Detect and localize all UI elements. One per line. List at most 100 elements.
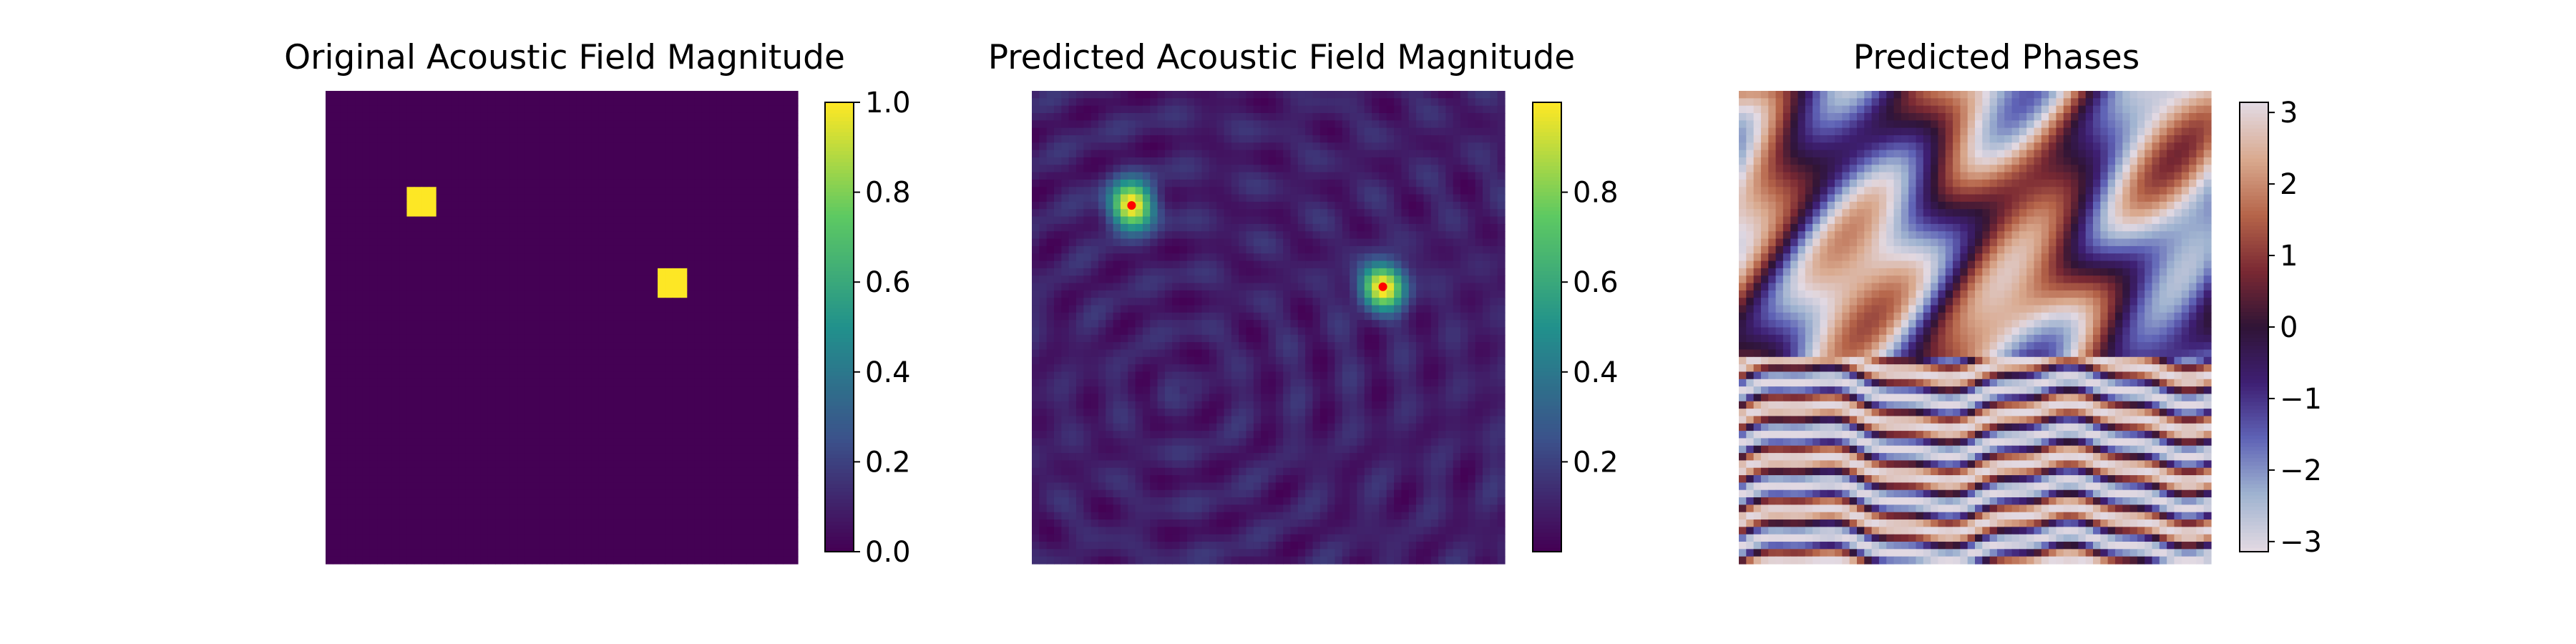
- heatmap-cell: [451, 142, 459, 151]
- heatmap-cell: [1172, 127, 1181, 136]
- heatmap-cell: [1179, 142, 1188, 151]
- heatmap-cell: [635, 556, 644, 565]
- heatmap-cell: [569, 135, 577, 143]
- heatmap-cell: [436, 165, 444, 173]
- heatmap-cell: [635, 445, 644, 454]
- heatmap-cell: [694, 305, 703, 313]
- heatmap-cell: [458, 201, 467, 210]
- heatmap-cell: [554, 460, 562, 469]
- heatmap-cell: [399, 312, 408, 321]
- heatmap-cell: [598, 334, 607, 343]
- heatmap-cell: [421, 371, 429, 380]
- heatmap-cell: [680, 416, 688, 424]
- heatmap-cell: [326, 223, 333, 232]
- heatmap-cell: [1164, 165, 1173, 173]
- heatmap-cell: [391, 534, 400, 542]
- heatmap-cell: [665, 534, 673, 542]
- heatmap-cell: [746, 497, 754, 505]
- heatmap-cell: [347, 349, 356, 358]
- heatmap-cell: [333, 327, 341, 336]
- heatmap-cell: [369, 386, 378, 395]
- heatmap-cell: [643, 260, 651, 269]
- heatmap-cell: [1172, 142, 1181, 151]
- heatmap-cell: [576, 379, 585, 387]
- heatmap-cell: [1231, 91, 1239, 99]
- heatmap-cell: [591, 512, 600, 520]
- heatmap-cell: [1350, 150, 1358, 158]
- heatmap-cell: [1068, 98, 1077, 107]
- heatmap-cell: [628, 386, 636, 395]
- heatmap-cell: [1231, 127, 1239, 136]
- heatmap-cell: [451, 386, 459, 395]
- heatmap-cell: [326, 245, 333, 254]
- heatmap-cell: [598, 172, 607, 180]
- heatmap-cell: [768, 349, 776, 358]
- heatmap-cell: [562, 475, 570, 483]
- heatmap-cell: [540, 201, 547, 210]
- heatmap-cell: [391, 209, 400, 218]
- heatmap-cell: [480, 112, 489, 121]
- heatmap-cell: [377, 275, 386, 284]
- heatmap-cell: [487, 179, 496, 187]
- heatmap-cell: [613, 298, 622, 306]
- colorbar-segment: [825, 113, 854, 118]
- heatmap-cell: [701, 431, 710, 439]
- colorbar-segment: [825, 207, 854, 212]
- heatmap-cell: [583, 409, 592, 417]
- heatmap-cell: [1275, 98, 1284, 107]
- heatmap-cell: [605, 298, 614, 306]
- heatmap-cell: [436, 283, 444, 291]
- heatmap-cell: [790, 453, 799, 462]
- heatmap-cell: [532, 179, 540, 187]
- heatmap-cell: [525, 401, 533, 409]
- heatmap-cell: [1430, 98, 1439, 107]
- heatmap-cell: [687, 187, 696, 195]
- heatmap-cell: [1372, 91, 1380, 99]
- heatmap-cell: [783, 194, 791, 203]
- heatmap-cell: [1408, 150, 1417, 158]
- heatmap-cell: [554, 475, 562, 483]
- heatmap-cell: [421, 275, 429, 284]
- heatmap-cell: [1357, 172, 1365, 180]
- heatmap-cell: [355, 312, 364, 321]
- heatmap-cell: [1032, 157, 1040, 165]
- heatmap-cell: [1275, 172, 1284, 180]
- heatmap-cell: [1305, 112, 1314, 121]
- heatmap-cell: [509, 179, 518, 187]
- heatmap-cell: [436, 371, 444, 380]
- heatmap-cell: [723, 556, 732, 565]
- heatmap-cell: [421, 401, 429, 409]
- heatmap-cell: [495, 320, 504, 328]
- heatmap-cell: [547, 431, 555, 439]
- heatmap-cell: [347, 438, 356, 447]
- colorbar-segment: [825, 379, 854, 384]
- heatmap-cell: [783, 416, 791, 424]
- heatmap-cell: [532, 542, 540, 550]
- heatmap-cell: [776, 534, 784, 542]
- heatmap-cell: [731, 416, 740, 424]
- heatmap-cell: [406, 431, 415, 439]
- heatmap-cell: [768, 556, 776, 565]
- heatmap-cell: [1253, 120, 1262, 129]
- heatmap-cell: [613, 238, 622, 247]
- heatmap-cell: [613, 371, 622, 380]
- heatmap-cell: [1053, 142, 1062, 151]
- heatmap-cell: [495, 305, 504, 313]
- heatmap-cell: [753, 91, 762, 99]
- heatmap-cell: [635, 150, 644, 158]
- heatmap-cell: [650, 438, 658, 447]
- heatmap-cell: [554, 386, 562, 395]
- heatmap-cell: [355, 416, 364, 424]
- heatmap-cell: [761, 165, 769, 173]
- heatmap-cell: [369, 542, 378, 550]
- heatmap-cell: [598, 320, 607, 328]
- heatmap-cell: [1290, 127, 1299, 136]
- heatmap-cell: [731, 453, 740, 462]
- heatmap-cell: [709, 542, 718, 550]
- heatmap-cell: [517, 549, 526, 557]
- heatmap-cell: [1150, 142, 1158, 151]
- heatmap-cell: [628, 201, 636, 210]
- heatmap-cell: [562, 327, 570, 336]
- heatmap-cell: [716, 209, 725, 218]
- heatmap-cell: [1408, 157, 1417, 165]
